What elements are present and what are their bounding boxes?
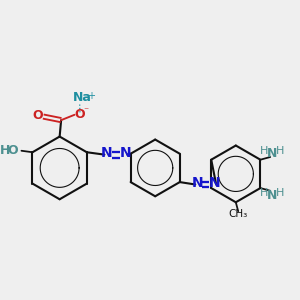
Text: H: H [276, 146, 285, 156]
Text: CH₃: CH₃ [229, 209, 248, 220]
Text: N: N [208, 176, 220, 190]
Text: H: H [276, 188, 285, 198]
Text: N: N [267, 189, 278, 202]
Text: O: O [32, 110, 43, 122]
Text: H: H [260, 188, 269, 198]
Text: N: N [100, 146, 112, 161]
Text: ⁻: ⁻ [83, 106, 88, 116]
Text: O: O [8, 144, 18, 157]
Text: N: N [267, 147, 278, 160]
Text: N: N [191, 176, 203, 190]
Text: +: + [87, 91, 95, 101]
Text: N: N [120, 146, 131, 161]
Text: O: O [75, 108, 85, 121]
Text: Na: Na [73, 91, 92, 104]
Text: H: H [0, 144, 11, 157]
Text: H: H [260, 146, 269, 156]
